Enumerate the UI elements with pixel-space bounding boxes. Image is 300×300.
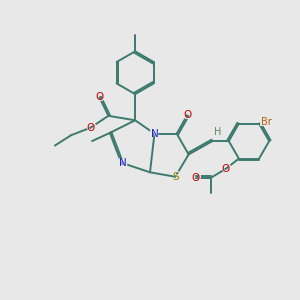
Text: S: S	[172, 172, 178, 182]
Text: O: O	[192, 173, 200, 183]
Text: N: N	[151, 129, 158, 139]
Text: H: H	[213, 126, 223, 139]
Text: O: O	[95, 92, 104, 102]
Text: N: N	[119, 158, 127, 168]
Text: O: O	[221, 164, 230, 174]
Text: O: O	[220, 163, 231, 176]
Text: N: N	[149, 127, 160, 140]
Text: O: O	[182, 109, 193, 122]
Text: N: N	[118, 157, 128, 170]
Text: O: O	[183, 110, 191, 120]
Text: S: S	[171, 170, 180, 183]
Text: O: O	[190, 171, 201, 184]
Text: O: O	[85, 121, 96, 134]
Text: H: H	[214, 127, 221, 137]
Text: Br: Br	[261, 117, 272, 127]
Text: O: O	[94, 91, 105, 104]
Text: Br: Br	[259, 116, 274, 129]
Text: O: O	[86, 123, 95, 133]
